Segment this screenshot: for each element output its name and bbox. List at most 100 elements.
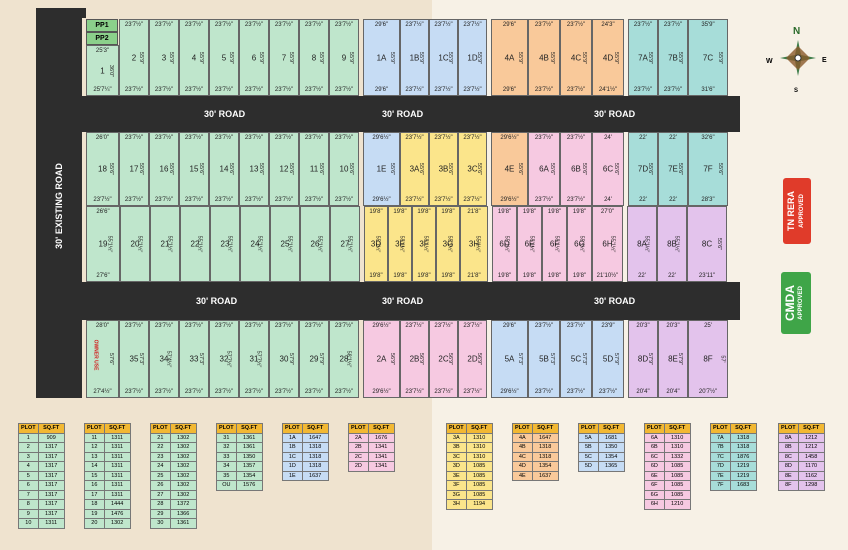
plot-8b[interactable]: 8B 22' 55'1½" [657, 206, 687, 282]
plot-11[interactable]: 11 23'7½" 23'7½" 55'6" [299, 132, 329, 206]
plot-1d[interactable]: 1D 23'7½" 23'7½" 55'9" [458, 19, 487, 96]
plot-5[interactable]: 5 23'7½" 23'7½" 55'9" [209, 19, 239, 96]
plot-21[interactable]: 21 55'1½" [150, 206, 180, 282]
plot-20[interactable]: 20 55'1½" [120, 206, 150, 282]
plot-7d[interactable]: 7D 22' 22' 55'6" [628, 132, 658, 206]
plot-5d[interactable]: 5D 23'9" 23'7½" 57'9" [592, 320, 624, 398]
plot-16[interactable]: 16 23'7½" 23'7½" 55'6" [149, 132, 179, 206]
plot-2[interactable]: 2 23'7½" 23'7½" 55'9" [119, 19, 149, 96]
plot-22[interactable]: 22 55'1½" [180, 206, 210, 282]
plot-1c[interactable]: 1C 23'7½" 23'7½" 55'9" [429, 19, 458, 96]
plot-7[interactable]: 7 23'7½" 23'7½" 55'9" [269, 19, 299, 96]
plot-number: 2C [438, 354, 449, 364]
plot-number: 26 [310, 239, 320, 249]
plot-ou[interactable]: 28'0" 27'4½" 57'6" [86, 320, 119, 398]
plot-9[interactable]: 9 23'7½" 23'7½" 55'9" [329, 19, 359, 96]
plot-8e[interactable]: 8E 20'3" 20'4" 57'9" [658, 320, 688, 398]
plot-19[interactable]: 19 26'6" 27'6" 55'1½" [86, 206, 120, 282]
plot-32[interactable]: 32 23'7½" 23'7½" 57'7½" [209, 320, 239, 398]
plot-23[interactable]: 23 55'1½" [210, 206, 240, 282]
plot-7c[interactable]: 7C 35'9" 31'6" 55'9" [688, 19, 728, 96]
plot-8f[interactable]: 8F 25' 20'7½" 57' [688, 320, 728, 398]
plot-6f[interactable]: 6F 19'8" 19'8" 55'1½" [542, 206, 567, 282]
plot-8d[interactable]: 8D 20'3" 20'4" 57'9" [628, 320, 658, 398]
plot-front-dimension: 23'7½" [434, 135, 453, 141]
plot-3f[interactable]: 3F 19'8" 19'8" 55'1½" [412, 206, 436, 282]
plot-6b[interactable]: 6B 23'7½" 23'7½" 55'6" [560, 132, 592, 206]
plot-26[interactable]: 26 55'1½" [300, 206, 330, 282]
plot-5c[interactable]: 5C 23'7½" 23'7½" 57'3" [560, 320, 592, 398]
plot-2b[interactable]: 2B 23'7½" 23'7½" 56'9" [400, 320, 429, 398]
plot-front-dimension: 23'7½" [184, 135, 204, 141]
plot-4d[interactable]: 4D 24'3" 24'1½" 55'9" [592, 19, 624, 96]
sqft-cell: 1212 [797, 432, 825, 443]
plot-14[interactable]: 14 23'7½" 23'7½" 55'6" [209, 132, 239, 206]
plot-6[interactable]: 6 23'7½" 23'7½" 55'9" [239, 19, 269, 96]
plot-10[interactable]: 10 23'7½" 23'7½" 55'6" [329, 132, 359, 206]
plot-8[interactable]: 8 23'7½" 23'7½" 55'9" [299, 19, 329, 96]
plot-4b[interactable]: 4B 23'7½" 23'7½" 55'9" [528, 19, 560, 96]
plot-5a[interactable]: 5A 29'6" 29'6½" 57'3" [491, 320, 528, 398]
plot-cell: 1C [282, 451, 303, 462]
plot-24[interactable]: 24 55'1½" [240, 206, 270, 282]
plot-4[interactable]: 4 23'7½" 23'7½" 55'9" [179, 19, 209, 96]
plot-6h[interactable]: 6H 27'0" 21'10½" 55'1½" [592, 206, 623, 282]
plot-number: 6F [549, 239, 560, 249]
plot-25[interactable]: 25 55'1½" [270, 206, 300, 282]
plot-27[interactable]: 27 55'1½" [330, 206, 360, 282]
plot-6c[interactable]: 6C 24' 24' 55'6" [592, 132, 624, 206]
plot-34[interactable]: 34 23'7½" 23'7½" 57'4½" [149, 320, 179, 398]
pp2-plot[interactable]: PP2 [86, 32, 118, 45]
plot-3d[interactable]: 3D 19'8" 19'8" 55'1½" [364, 206, 388, 282]
plot-17[interactable]: 17 23'7½" 23'7½" 55'6" [119, 132, 149, 206]
plot-rear-dimension: 19'8" [393, 273, 407, 279]
plot-33[interactable]: 33 23'7½" 23'7½" 57'3" [179, 320, 209, 398]
plot-3c[interactable]: 3C 23'7½" 23'7½" 55'6" [458, 132, 487, 206]
plot-1e[interactable]: 1E 29'6½" 29'6½" 55'6" [363, 132, 400, 206]
plot-number: 3E [395, 239, 405, 249]
plot-6e[interactable]: 6E 19'8" 19'8" 55'1½" [517, 206, 542, 282]
plot-3a[interactable]: 3A 23'7½" 23'7½" 55'6" [400, 132, 429, 206]
table-row: 4B 1318 [512, 442, 559, 453]
plot-3e[interactable]: 3E 19'8" 19'8" 55'1½" [388, 206, 412, 282]
pp1-plot[interactable]: PP1 [86, 19, 118, 32]
plot-31[interactable]: 31 23'7½" 23'7½" 57'7½" [239, 320, 269, 398]
plot-2a[interactable]: 2A 29'6½" 29'6½" 56'9" [363, 320, 400, 398]
plot-4c[interactable]: 4C 23'7½" 23'7½" 55'9" [560, 19, 592, 96]
plot-7e[interactable]: 7E 22' 22' 55'6" [658, 132, 688, 206]
plot-cell: 2 [18, 442, 39, 453]
plot-4e[interactable]: 4E 29'6½" 29'6½" 55'6" [491, 132, 528, 206]
plot-28[interactable]: 28 23'7½" 23'7½" 58'1½" [329, 320, 359, 398]
plot-7a[interactable]: 7A 23'7½" 23'7½" 55'9" [628, 19, 658, 96]
plot-8a[interactable]: 8A 22' 55'1½" [627, 206, 657, 282]
plot-6d[interactable]: 6D 19'8" 19'8" 55'1½" [492, 206, 517, 282]
sqft-cell: 1341 [367, 451, 395, 462]
plot-3g[interactable]: 3G 19'8" 19'8" 55'1½" [436, 206, 460, 282]
plot-8c[interactable]: 8C 23'11" 55'6" [687, 206, 727, 282]
sqft-cell: 1317 [37, 470, 65, 481]
plot-1b[interactable]: 1B 23'7½" 23'7½" 55'9" [400, 19, 429, 96]
plot-1a[interactable]: 1A 29'6" 29'6" 55'9" [363, 19, 400, 96]
plot-6a[interactable]: 6A 23'7½" 23'7½" 55'6" [528, 132, 560, 206]
plot-12[interactable]: 12 23'7½" 23'7½" 55'6" [269, 132, 299, 206]
plot-15[interactable]: 15 23'7½" 23'7½" 55'6" [179, 132, 209, 206]
plot-header: PLOT [778, 423, 799, 434]
plot-2c[interactable]: 2C 23'7½" 23'7½" 56'9" [429, 320, 458, 398]
plot-29[interactable]: 29 23'7½" 23'7½" 57'9" [299, 320, 329, 398]
plot-7f[interactable]: 7F 32'6" 28'3" 55'6" [688, 132, 728, 206]
plot-3b[interactable]: 3B 23'7½" 23'7½" 55'6" [429, 132, 458, 206]
plot-30[interactable]: 30 23'7½" 23'7½" 57'9" [269, 320, 299, 398]
plot-5b[interactable]: 5B 23'7½" 23'7½" 57'3" [528, 320, 560, 398]
plot-3h[interactable]: 3H 21'8" 21'8" 55'1½" [460, 206, 488, 282]
plot-7b[interactable]: 7B 23'7½" 23'7½" 55'9" [658, 19, 688, 96]
plot-6g[interactable]: 6G 19'8" 19'8" 55'1½" [567, 206, 592, 282]
table-row: 23 1302 [150, 451, 197, 462]
plot-4a[interactable]: 4A 29'6" 29'6" 55'9" [491, 19, 528, 96]
plot-18[interactable]: 18 26'0" 23'7½" 55'6" [86, 132, 119, 206]
plot-3[interactable]: 3 23'7½" 23'7½" 55'9" [149, 19, 179, 96]
plot-2d[interactable]: 2D 23'7½" 23'7½" 56'9" [458, 320, 487, 398]
sqft-cell: 1458 [797, 451, 825, 462]
plot-13[interactable]: 13 23'7½" 23'7½" 55'6" [239, 132, 269, 206]
plot-1[interactable]: 1 25'3" 25'7¼" 36'0" [86, 45, 119, 96]
plot-35[interactable]: 35 23'7½" 23'7½" 57'3" [119, 320, 149, 398]
